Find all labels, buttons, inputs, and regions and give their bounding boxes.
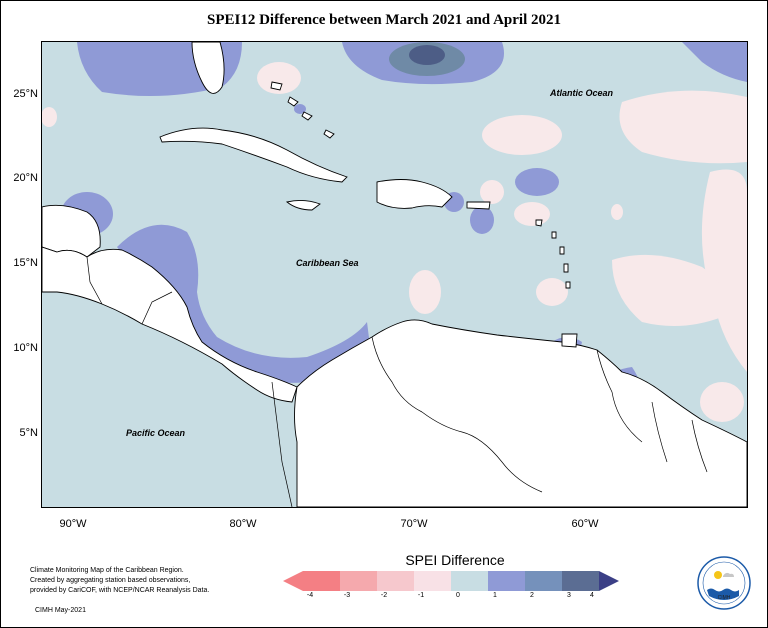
lon-label-60w: 60°W bbox=[571, 518, 599, 530]
lesser-antilles-negative-patch bbox=[514, 202, 550, 226]
logo-label: CIMH bbox=[717, 595, 731, 601]
bahamas-small-positive bbox=[294, 104, 306, 114]
legend-tick-2: 2 bbox=[530, 592, 534, 599]
cloud-icon bbox=[723, 572, 734, 577]
antilles-island-4 bbox=[563, 263, 569, 273]
lat-label-5n: 5°N bbox=[19, 427, 38, 439]
atlantic-negative-patch-3 bbox=[701, 169, 747, 372]
credit-date: CIMH May-2021 bbox=[35, 607, 86, 614]
pr-negative-patch bbox=[480, 180, 504, 204]
hispaniola-land bbox=[376, 179, 453, 209]
legend-swatch-7 bbox=[525, 571, 562, 591]
border-guyana-suriname bbox=[651, 401, 668, 463]
border-honduras bbox=[141, 291, 173, 325]
grenada-negative-patch bbox=[536, 278, 568, 306]
credit-line-1: Climate Monitoring Map of the Caribbean … bbox=[30, 567, 184, 574]
map-canvas bbox=[42, 42, 747, 507]
caribbean-sea-label: Caribbean Sea bbox=[296, 258, 359, 268]
lat-label-20n: 20°N bbox=[13, 172, 38, 184]
central-america-coast-positive-patch bbox=[117, 224, 372, 383]
legend-arrow-left bbox=[283, 571, 303, 591]
border-venezuela-brazil bbox=[421, 411, 543, 493]
antilles-island-5 bbox=[565, 281, 571, 289]
northeast-positive-patch bbox=[682, 42, 747, 82]
map-panel bbox=[41, 41, 748, 508]
legend-swatch-8 bbox=[562, 571, 599, 591]
pacific-ocean-label: Pacific Ocean bbox=[126, 428, 186, 438]
bahamas-island-3 bbox=[301, 111, 313, 121]
puerto-rico-land bbox=[466, 201, 491, 210]
jamaica-land bbox=[285, 199, 321, 211]
positive-3-core bbox=[409, 45, 445, 65]
pr-positive-patch bbox=[470, 206, 494, 234]
bahamas-island-2 bbox=[287, 96, 299, 107]
legend-swatch-2 bbox=[340, 571, 377, 591]
legend-tick-m1: -1 bbox=[417, 592, 425, 599]
credit-line-3: provided by CariCOF, with NCEP/NCAR Rean… bbox=[30, 587, 210, 594]
legend-colorbar bbox=[283, 571, 619, 591]
landmasses bbox=[42, 42, 747, 507]
lon-label-70w: 70°W bbox=[400, 518, 428, 530]
border-colombia-west bbox=[271, 381, 293, 507]
bahamas-negative-patch bbox=[257, 62, 301, 94]
credit-line-2: Created by aggregating station based obs… bbox=[30, 577, 191, 584]
legend-swatch-5 bbox=[451, 571, 488, 591]
venezuela-coast-negative-patch bbox=[409, 270, 441, 314]
legend-tick-1: 1 bbox=[493, 592, 497, 599]
bahamas-island-4 bbox=[323, 129, 335, 139]
map-title: SPEI12 Difference between March 2021 and… bbox=[206, 12, 561, 28]
legend-swatch-4 bbox=[414, 571, 451, 591]
legend-tick-m3: -3 bbox=[343, 592, 351, 599]
legend-arrow-right bbox=[599, 571, 619, 591]
antilles-island-1 bbox=[535, 219, 543, 227]
bahamas-island-1 bbox=[270, 81, 283, 91]
border-suriname-guiana bbox=[691, 419, 708, 473]
country-borders bbox=[86, 256, 708, 507]
atlantic-negative-patch-2 bbox=[619, 90, 747, 164]
sun-icon bbox=[714, 571, 722, 579]
lon-label-80w: 80°W bbox=[229, 518, 257, 530]
cimh-logo bbox=[697, 556, 751, 610]
border-colombia-venezuela bbox=[371, 336, 423, 413]
negative-anomaly-patches bbox=[42, 62, 747, 476]
legend-swatch-1 bbox=[303, 571, 340, 591]
legend-tick-m2: -2 bbox=[380, 592, 388, 599]
lon-label-90w: 90°W bbox=[59, 518, 87, 530]
antilles-island-2 bbox=[551, 231, 557, 239]
border-venezuela-guyana bbox=[596, 349, 643, 443]
lat-label-10n: 10°N bbox=[13, 342, 38, 354]
legend-swatch-3 bbox=[377, 571, 414, 591]
atlantic-ocean-label: Atlantic Ocean bbox=[550, 88, 614, 98]
east-atlantic-negative-patch bbox=[612, 254, 725, 326]
cuba-land bbox=[159, 127, 348, 183]
legend-tick-m4: -4 bbox=[306, 592, 314, 599]
atlantic-negative-patch-1 bbox=[482, 115, 562, 155]
atlantic-negative-small bbox=[611, 204, 623, 220]
gulf-negative-patch bbox=[42, 107, 57, 127]
lat-label-25n: 25°N bbox=[13, 88, 38, 100]
legend-tick-4: 4 bbox=[590, 592, 594, 599]
legend-title: SPEI Difference bbox=[405, 552, 505, 568]
legend-tick-3: 3 bbox=[567, 592, 571, 599]
border-guatemala bbox=[86, 256, 103, 305]
lat-label-15n: 15°N bbox=[13, 257, 38, 269]
virgin-islands-positive-patch bbox=[515, 168, 559, 196]
trinidad-land bbox=[561, 333, 578, 348]
guiana-coast-negative-patch bbox=[700, 382, 744, 422]
waves-icon bbox=[707, 588, 739, 600]
legend-tick-0: 0 bbox=[456, 592, 460, 599]
legend-swatch-6 bbox=[488, 571, 525, 591]
florida-land bbox=[191, 42, 225, 94]
antilles-island-3 bbox=[559, 246, 565, 255]
